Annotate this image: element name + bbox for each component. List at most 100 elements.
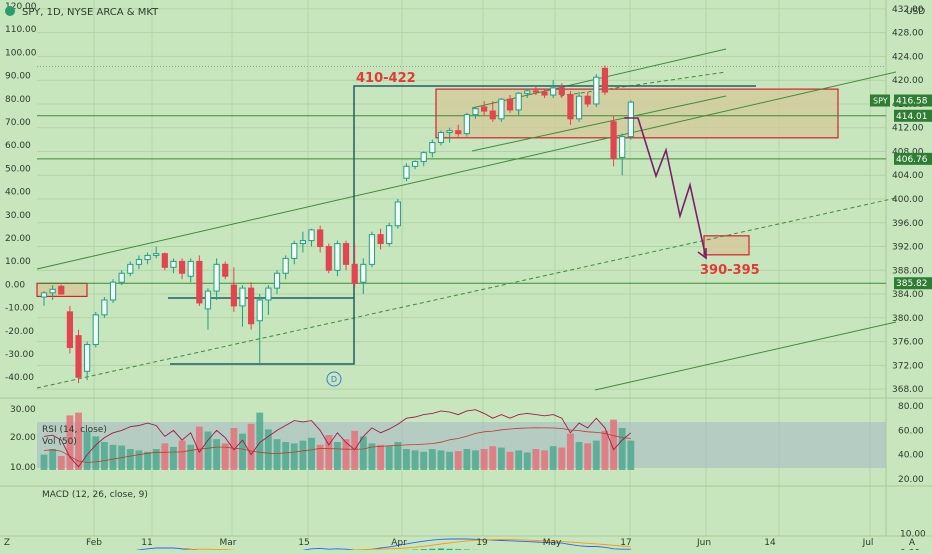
candle-up — [387, 226, 392, 244]
candle-down — [585, 96, 590, 104]
percent-axis-tick: 90.00 — [5, 72, 31, 82]
candle-down — [542, 92, 547, 95]
volume-bar — [515, 450, 522, 470]
candle-up — [447, 131, 452, 133]
time-axis-tick: Apr — [391, 538, 407, 548]
candle-up — [464, 115, 469, 134]
percent-axis-tick: -30.00 — [5, 350, 34, 360]
candle-down — [223, 264, 228, 276]
volume-bar — [274, 439, 281, 470]
target-box — [704, 236, 749, 255]
candle-up — [85, 345, 90, 372]
price-tag-symbol: SPY — [873, 97, 888, 106]
symbol-title: SPY, 1D, NYSE ARCA & MKT — [22, 7, 159, 18]
percent-axis-tick: 0.00 — [5, 280, 25, 290]
volume-bar — [343, 439, 350, 470]
candle-up — [110, 282, 115, 300]
volume-bar — [593, 441, 600, 470]
volume-bar — [386, 446, 393, 470]
volume-bar — [498, 448, 505, 470]
candle-up — [628, 102, 633, 136]
volume-bar — [403, 449, 410, 470]
volume-bar — [41, 455, 48, 470]
volume-bar — [550, 446, 557, 470]
rsi-axis-tick: 40.00 — [898, 451, 924, 461]
candle-up — [283, 258, 288, 273]
candle-up — [438, 132, 443, 142]
volume-bar — [619, 428, 626, 470]
price-axis-tick: 396.00 — [892, 219, 924, 229]
volume-bar — [179, 441, 186, 470]
price-axis-tick: 412.00 — [892, 124, 924, 134]
price-axis-tick: 420.00 — [892, 76, 924, 86]
candle-up — [205, 291, 210, 309]
percent-axis-tick: 70.00 — [5, 118, 31, 128]
candle-down — [482, 107, 487, 111]
volume-bar — [84, 432, 91, 471]
volume-axis-tick: 30.00 — [10, 405, 36, 415]
volume-bar — [127, 449, 134, 470]
time-axis-tick: 11 — [141, 538, 152, 548]
candle-down — [568, 94, 573, 118]
candle-up — [620, 137, 625, 158]
candle-down — [318, 230, 323, 247]
volume-bar — [507, 452, 514, 470]
candle-down — [343, 244, 348, 265]
price-axis-tick: 368.00 — [892, 385, 924, 395]
candle-down — [352, 264, 357, 283]
currency-label: USD — [906, 7, 925, 17]
candle-down — [67, 312, 72, 348]
price-tag-value: 406.76 — [896, 155, 928, 165]
candle-down — [162, 254, 167, 268]
volume-bar — [300, 441, 307, 470]
candle-up — [145, 255, 150, 259]
candle-up — [551, 88, 556, 95]
candle-up — [516, 93, 521, 110]
volume-bar — [265, 429, 272, 470]
volume-bar — [394, 442, 401, 470]
candle-up — [421, 153, 426, 162]
volume-axis-tick: 10.00 — [10, 463, 36, 473]
dividend-marker-label: D — [331, 375, 337, 384]
volume-bar — [455, 451, 462, 470]
volume-bar — [420, 452, 427, 470]
candle-up — [292, 244, 297, 259]
percent-axis-tick: 40.00 — [5, 188, 31, 198]
candle-up — [395, 202, 400, 226]
volume-bar — [576, 442, 583, 470]
volume-bar — [533, 449, 540, 470]
candle-up — [576, 96, 581, 119]
volume-bar — [438, 450, 445, 470]
candle-down — [507, 99, 512, 110]
resistance-box — [436, 89, 838, 138]
volume-bar — [92, 436, 99, 470]
rsi-axis-tick: 20.00 — [898, 475, 924, 485]
price-tag-value: 416.58 — [896, 97, 928, 107]
volume-bar — [558, 448, 565, 470]
live-status-icon — [5, 6, 15, 16]
price-axis-tick: 404.00 — [892, 171, 924, 181]
candle-up — [499, 99, 504, 119]
candle-up — [361, 264, 366, 282]
candle-up — [240, 288, 245, 306]
candle-up — [412, 162, 417, 167]
rsi-axis-tick: 60.00 — [898, 426, 924, 436]
volume-bar — [377, 445, 384, 470]
volume-bar — [101, 442, 108, 470]
percent-axis-tick: 30.00 — [5, 211, 31, 221]
price-axis-tick: 424.00 — [892, 52, 924, 62]
candle-up — [300, 241, 305, 244]
time-axis-tick: Jun — [696, 538, 711, 548]
candle-up — [473, 109, 478, 115]
volume-bar — [481, 449, 488, 470]
time-axis-tick: 17 — [620, 538, 631, 548]
percent-axis-tick: 50.00 — [5, 164, 31, 174]
candle-down — [249, 288, 254, 324]
volume-bar — [187, 445, 194, 470]
upper-target-label: 410-422 — [356, 71, 416, 86]
candle-up — [335, 244, 340, 271]
candle-down — [559, 88, 564, 95]
chart-overlays-front — [624, 118, 706, 258]
